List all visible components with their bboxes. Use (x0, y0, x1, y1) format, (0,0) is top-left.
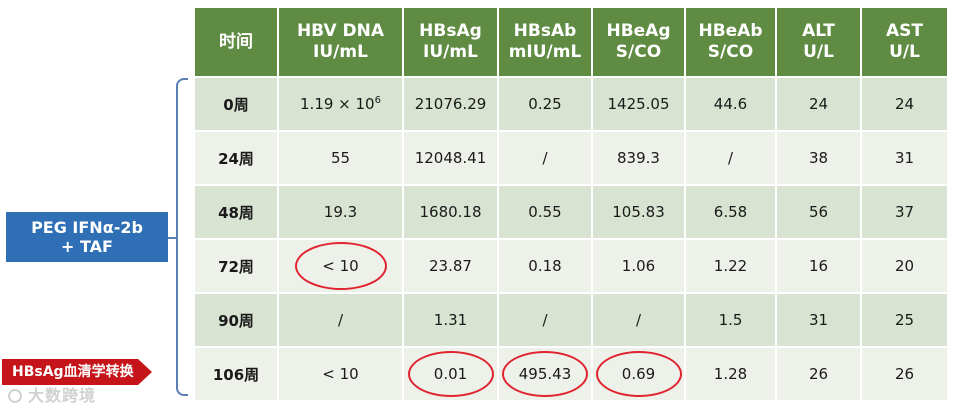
cell-alt: 31 (777, 294, 860, 346)
cell-ast: 26 (862, 348, 947, 400)
cell-hbsab: 0.18 (499, 240, 591, 292)
cell-hbeab: 44.6 (686, 78, 775, 130)
header-ast: AST U/L (862, 8, 947, 76)
cell-hbeab: / (686, 132, 775, 184)
cell-hbeag: / (593, 294, 684, 346)
cell-hbv-dna-exponent: 6 (374, 95, 381, 106)
header-hbsag: HBsAg IU/mL (404, 8, 497, 76)
cell-hbsag: 21076.29 (404, 78, 497, 130)
cell-hbsab: 0.25 (499, 78, 591, 130)
table-row: 90周 / 1.31 / / 1.5 31 25 (195, 294, 947, 346)
callout-arrow-icon (137, 359, 152, 385)
cell-hbsab-value: 495.43 (518, 365, 572, 383)
cell-hbsab: / (499, 294, 591, 346)
table-row: 72周 < 10 23.87 0.18 1.06 1.22 16 20 (195, 240, 947, 292)
cell-time: 106周 (195, 348, 277, 400)
cell-ast: 24 (862, 78, 947, 130)
cell-hbv-dna-base: 1.19 × 10 (300, 95, 375, 113)
cell-hbeag-value: 0.69 (621, 365, 656, 383)
cell-hbeab: 1.5 (686, 294, 775, 346)
cell-hbeab: 1.22 (686, 240, 775, 292)
cell-hbv-dna: < 10 (279, 240, 402, 292)
cell-hbsag: 12048.41 (404, 132, 497, 184)
cell-time: 24周 (195, 132, 277, 184)
cell-hbv-dna-value: < 10 (322, 257, 359, 275)
cell-ast: 20 (862, 240, 947, 292)
cell-hbeag: 1425.05 (593, 78, 684, 130)
cell-hbeag: 105.83 (593, 186, 684, 238)
table-row: 24周 55 12048.41 / 839.3 / 38 31 (195, 132, 947, 184)
cell-hbv-dna: 1.19 × 106 (279, 78, 402, 130)
cell-hbeab: 6.58 (686, 186, 775, 238)
header-alt: ALT U/L (777, 8, 860, 76)
cell-hbsab: / (499, 132, 591, 184)
cell-hbsag: 0.01 (404, 348, 497, 400)
cell-hbeag: 1.06 (593, 240, 684, 292)
watermark-logo-icon (8, 389, 22, 403)
cell-alt: 56 (777, 186, 860, 238)
watermark: 大数跨境 (8, 382, 96, 406)
cell-time: 0周 (195, 78, 277, 130)
group-bracket-tick (168, 237, 178, 239)
cell-alt: 16 (777, 240, 860, 292)
cell-ast: 31 (862, 132, 947, 184)
header-hbeab: HBeAb S/CO (686, 8, 775, 76)
header-hbsab: HBsAb mIU/mL (499, 8, 591, 76)
header-time: 时间 (195, 8, 277, 76)
cell-hbv-dna: / (279, 294, 402, 346)
cell-hbv-dna: < 10 (279, 348, 402, 400)
cell-hbsag: 1.31 (404, 294, 497, 346)
cell-hbeab: 1.28 (686, 348, 775, 400)
cell-hbeag: 0.69 (593, 348, 684, 400)
cell-ast: 37 (862, 186, 947, 238)
lab-results-table: 时间 HBV DNA IU/mL HBsAg IU/mL HBsAb mIU/m… (193, 6, 949, 402)
watermark-text: 大数跨境 (28, 386, 97, 405)
cell-ast: 25 (862, 294, 947, 346)
header-hbeag: HBeAg S/CO (593, 8, 684, 76)
header-hbv-dna: HBV DNA IU/mL (279, 8, 402, 76)
table-header-row: 时间 HBV DNA IU/mL HBsAg IU/mL HBsAb mIU/m… (195, 8, 947, 76)
cell-time: 72周 (195, 240, 277, 292)
seroconversion-callout: HBsAg血清学转换 (2, 359, 180, 385)
cell-time: 48周 (195, 186, 277, 238)
cell-hbv-dna: 19.3 (279, 186, 402, 238)
table-row: 48周 19.3 1680.18 0.55 105.83 6.58 56 37 (195, 186, 947, 238)
seroconversion-label: HBsAg血清学转换 (2, 359, 138, 385)
cell-hbsag-value: 0.01 (433, 365, 468, 383)
cell-hbsab: 0.55 (499, 186, 591, 238)
cell-alt: 26 (777, 348, 860, 400)
table-row: 106周 < 10 0.01 495.43 0.69 1.28 26 26 (195, 348, 947, 400)
cell-hbsag: 23.87 (404, 240, 497, 292)
cell-hbv-dna: 55 (279, 132, 402, 184)
cell-hbsab: 495.43 (499, 348, 591, 400)
cell-hbeag: 839.3 (593, 132, 684, 184)
treatment-group-label: PEG IFNα-2b + TAF (6, 212, 168, 262)
cell-hbsag: 1680.18 (404, 186, 497, 238)
cell-alt: 38 (777, 132, 860, 184)
cell-time: 90周 (195, 294, 277, 346)
cell-alt: 24 (777, 78, 860, 130)
table-row: 0周 1.19 × 106 21076.29 0.25 1425.05 44.6… (195, 78, 947, 130)
